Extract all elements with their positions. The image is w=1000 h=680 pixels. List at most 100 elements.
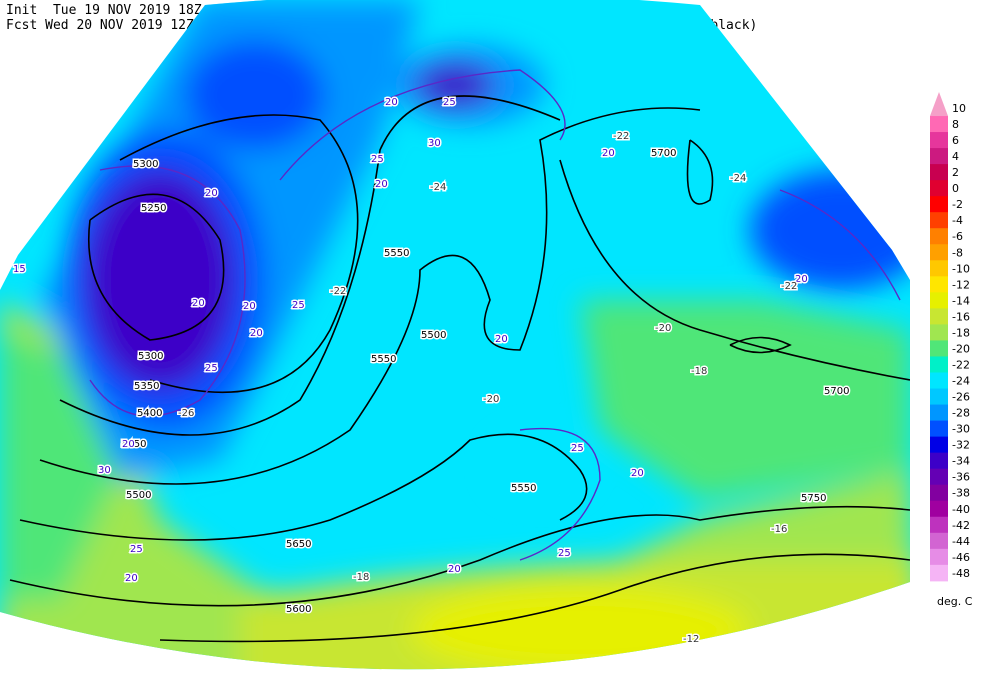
wind-label: 20 — [631, 468, 644, 479]
wind-label: 20 — [795, 274, 808, 285]
colorbar-label: -40 — [952, 503, 970, 516]
height-label: 5300 — [138, 351, 163, 362]
wind-label: 25 — [292, 300, 305, 311]
wind-label: 25 — [571, 443, 584, 454]
colorbar-label: 8 — [952, 118, 959, 131]
wind-label: 20 — [375, 179, 388, 190]
colorbar-swatch — [930, 420, 948, 438]
colorbar-label: -42 — [952, 519, 970, 532]
wind-label: 25 — [371, 154, 384, 165]
wind-label: 20 — [250, 328, 263, 339]
colorbar-label: 6 — [952, 134, 959, 147]
temperature-label: -26 — [178, 408, 194, 419]
wind-label: 25 — [130, 544, 143, 555]
wind-label: 20 — [192, 298, 205, 309]
colorbar-label: -32 — [952, 439, 970, 452]
height-label: 5700 — [824, 386, 849, 397]
colorbar-swatch — [930, 148, 948, 165]
colorbar: 10 8 6 4 2 0 -2 -4 -6 -8 -10 -12 -14 -16 -18 -20 -22 -24 -… — [930, 91, 970, 582]
colorbar-swatch — [930, 132, 948, 149]
colorbar-label: -16 — [952, 310, 970, 323]
wind-label: 30 — [98, 465, 111, 476]
colorbar-label: -28 — [952, 407, 970, 420]
colorbar-label: 2 — [952, 166, 959, 179]
colorbar-label: -20 — [952, 342, 970, 355]
colorbar-label: -6 — [952, 230, 963, 243]
colorbar-swatch — [930, 276, 948, 293]
wind-label: 15 — [13, 264, 26, 275]
colorbar-label: -8 — [952, 246, 963, 259]
colorbar-label: -14 — [952, 294, 970, 307]
height-label: 5450 — [121, 439, 146, 450]
colorbar-label: -12 — [952, 278, 970, 291]
height-label: 5550 — [384, 248, 409, 259]
colorbar-label: -48 — [952, 567, 970, 580]
colorbar-swatch — [930, 452, 948, 470]
colorbar-swatch — [930, 244, 948, 261]
colorbar-cap — [930, 91, 948, 117]
height-label: 5500 — [126, 490, 151, 501]
colorbar-label: -22 — [952, 358, 970, 371]
wind-contours — [89, 69, 901, 561]
colorbar-swatch — [930, 372, 948, 390]
colorbar-unit: deg. C — [937, 595, 973, 608]
colorbar-label: -10 — [952, 262, 970, 275]
colorbar-swatch — [930, 532, 948, 550]
wind-label: 20 — [448, 564, 461, 575]
colorbar-label: -44 — [952, 535, 970, 548]
colorbar-swatch — [930, 324, 948, 341]
colorbar-label: -46 — [952, 551, 970, 564]
wind-label: 25 — [205, 363, 218, 374]
colorbar-swatch — [930, 292, 948, 309]
height-label: 5650 — [286, 539, 311, 550]
temperature-label: -18 — [353, 572, 369, 583]
height-label: 5600 — [286, 604, 311, 615]
map-labels: 5300 5250 5300 5350 5400 5450 5500 5550 … — [12, 96, 851, 647]
colorbar-label: -34 — [952, 455, 970, 468]
temperature-label: -22 — [330, 286, 346, 297]
colorbar-label: -4 — [952, 214, 963, 227]
wind-label: 20 — [205, 188, 218, 199]
colorbar-label: 4 — [952, 150, 959, 163]
colorbar-swatch — [930, 260, 948, 277]
colorbar-label: -18 — [952, 326, 970, 339]
colorbar-swatch — [930, 340, 948, 357]
colorbar-label: -24 — [952, 375, 970, 388]
height-label: 5300 — [133, 159, 158, 170]
temperature-label: -12 — [683, 634, 699, 645]
temperature-label: -24 — [430, 182, 446, 193]
height-label: 5500 — [421, 330, 446, 341]
colorbar-label: -30 — [952, 423, 970, 436]
colorbar-swatch — [930, 484, 948, 502]
height-contours — [9, 95, 910, 643]
height-label: 5550 — [371, 354, 396, 365]
wind-label: 20 — [495, 334, 508, 345]
colorbar-swatch — [930, 212, 948, 229]
colorbar-swatch — [930, 180, 948, 197]
colorbar-swatch — [930, 228, 948, 245]
height-label: 5400 — [137, 408, 162, 419]
colorbar-swatch — [930, 500, 948, 518]
wind-label: 20 — [385, 97, 398, 108]
temperature-label: -18 — [691, 366, 707, 377]
map-area — [0, 0, 910, 670]
wind-label: 25 — [558, 548, 571, 559]
wind-label: 20 — [602, 148, 615, 159]
colorbar-swatch — [930, 436, 948, 454]
temperature-label: -20 — [483, 394, 499, 405]
colorbar-swatch — [930, 468, 948, 486]
colorbar-swatch — [930, 164, 948, 181]
wind-label: 25 — [443, 97, 456, 108]
colorbar-swatch — [930, 116, 948, 133]
temperature-label: -22 — [613, 131, 629, 142]
height-label: 5700 — [651, 148, 676, 159]
colorbar-swatch — [930, 388, 948, 406]
temperature-label: -24 — [730, 173, 746, 184]
colorbar-swatch — [930, 404, 948, 422]
wind-label: 20 — [122, 439, 135, 450]
height-label: 5250 — [141, 203, 166, 214]
colorbar-label: -36 — [952, 471, 970, 484]
height-label: 5350 — [134, 381, 159, 392]
